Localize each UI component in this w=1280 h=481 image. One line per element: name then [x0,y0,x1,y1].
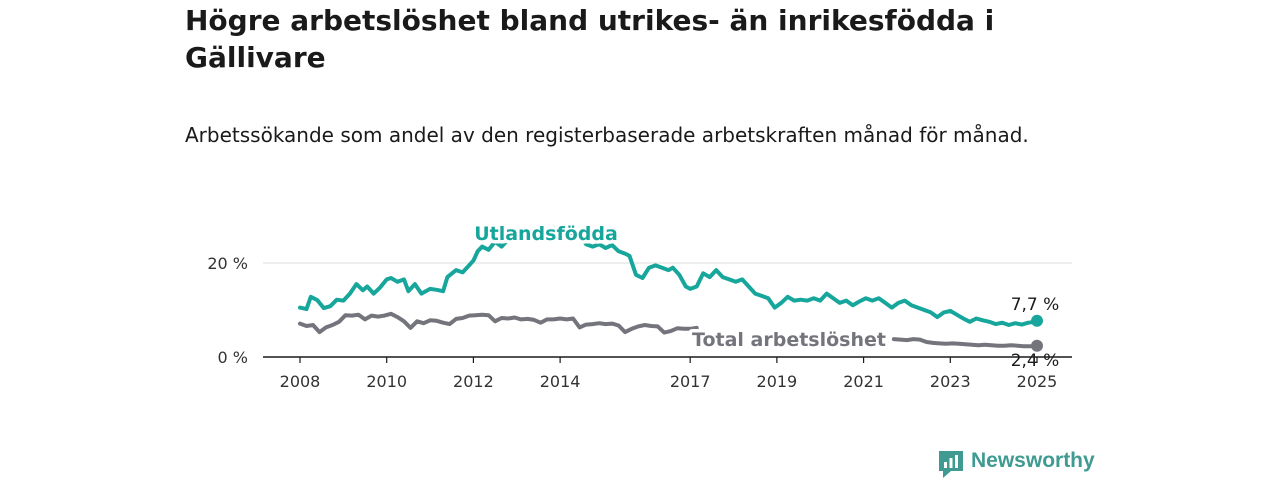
total-end-point [1031,339,1043,352]
y-tick-label: 0 % [218,348,248,367]
x-tick-label: 2012 [453,372,494,391]
newsworthy-logo: Newsworthy [937,449,1097,481]
x-tick-label: 2017 [670,372,711,391]
y-tick-label: 20 % [207,254,248,273]
total-end-label: 2,4 % [1011,351,1060,371]
utlandsfodda-end-label: 7,7 % [1011,295,1060,315]
x-tick-label: 2021 [843,372,884,391]
chart-title: Högre arbetslöshet bland utrikes- än inr… [185,4,995,74]
x-tick-label: 2025 [1017,372,1058,391]
total-label: Total arbetslöshet [692,329,886,351]
total-line [891,337,1039,349]
newsworthy-logo-text: Newsworthy [971,449,1095,472]
series-labels: Utlandsfödda Total arbetslöshet 7,7 % 2,4 % [471,220,1060,372]
series-lines [298,225,1043,352]
total-line [298,311,699,335]
x-tick-label: 2008 [280,372,321,391]
grid-lines [263,262,1072,358]
x-tick-label: 2010 [366,372,407,391]
x-tick-label: 2023 [930,372,971,391]
utlandsfodda-end-point [1031,314,1043,327]
utlandsfodda-label: Utlandsfödda [474,223,618,245]
newsworthy-logo-icon [939,451,963,478]
x-axis-ticks: 2008 2010 2012 2014 2017 2019 2021 2023 2025 [280,357,1058,391]
x-tick-label: 2014 [540,372,581,391]
chart-subtitle: Arbetssökande som andel av den registerb… [185,123,1029,147]
utlandsfodda-line [298,225,1039,327]
y-axis-ticks: 0 % 20 % [207,254,248,367]
x-tick-label: 2019 [757,372,798,391]
